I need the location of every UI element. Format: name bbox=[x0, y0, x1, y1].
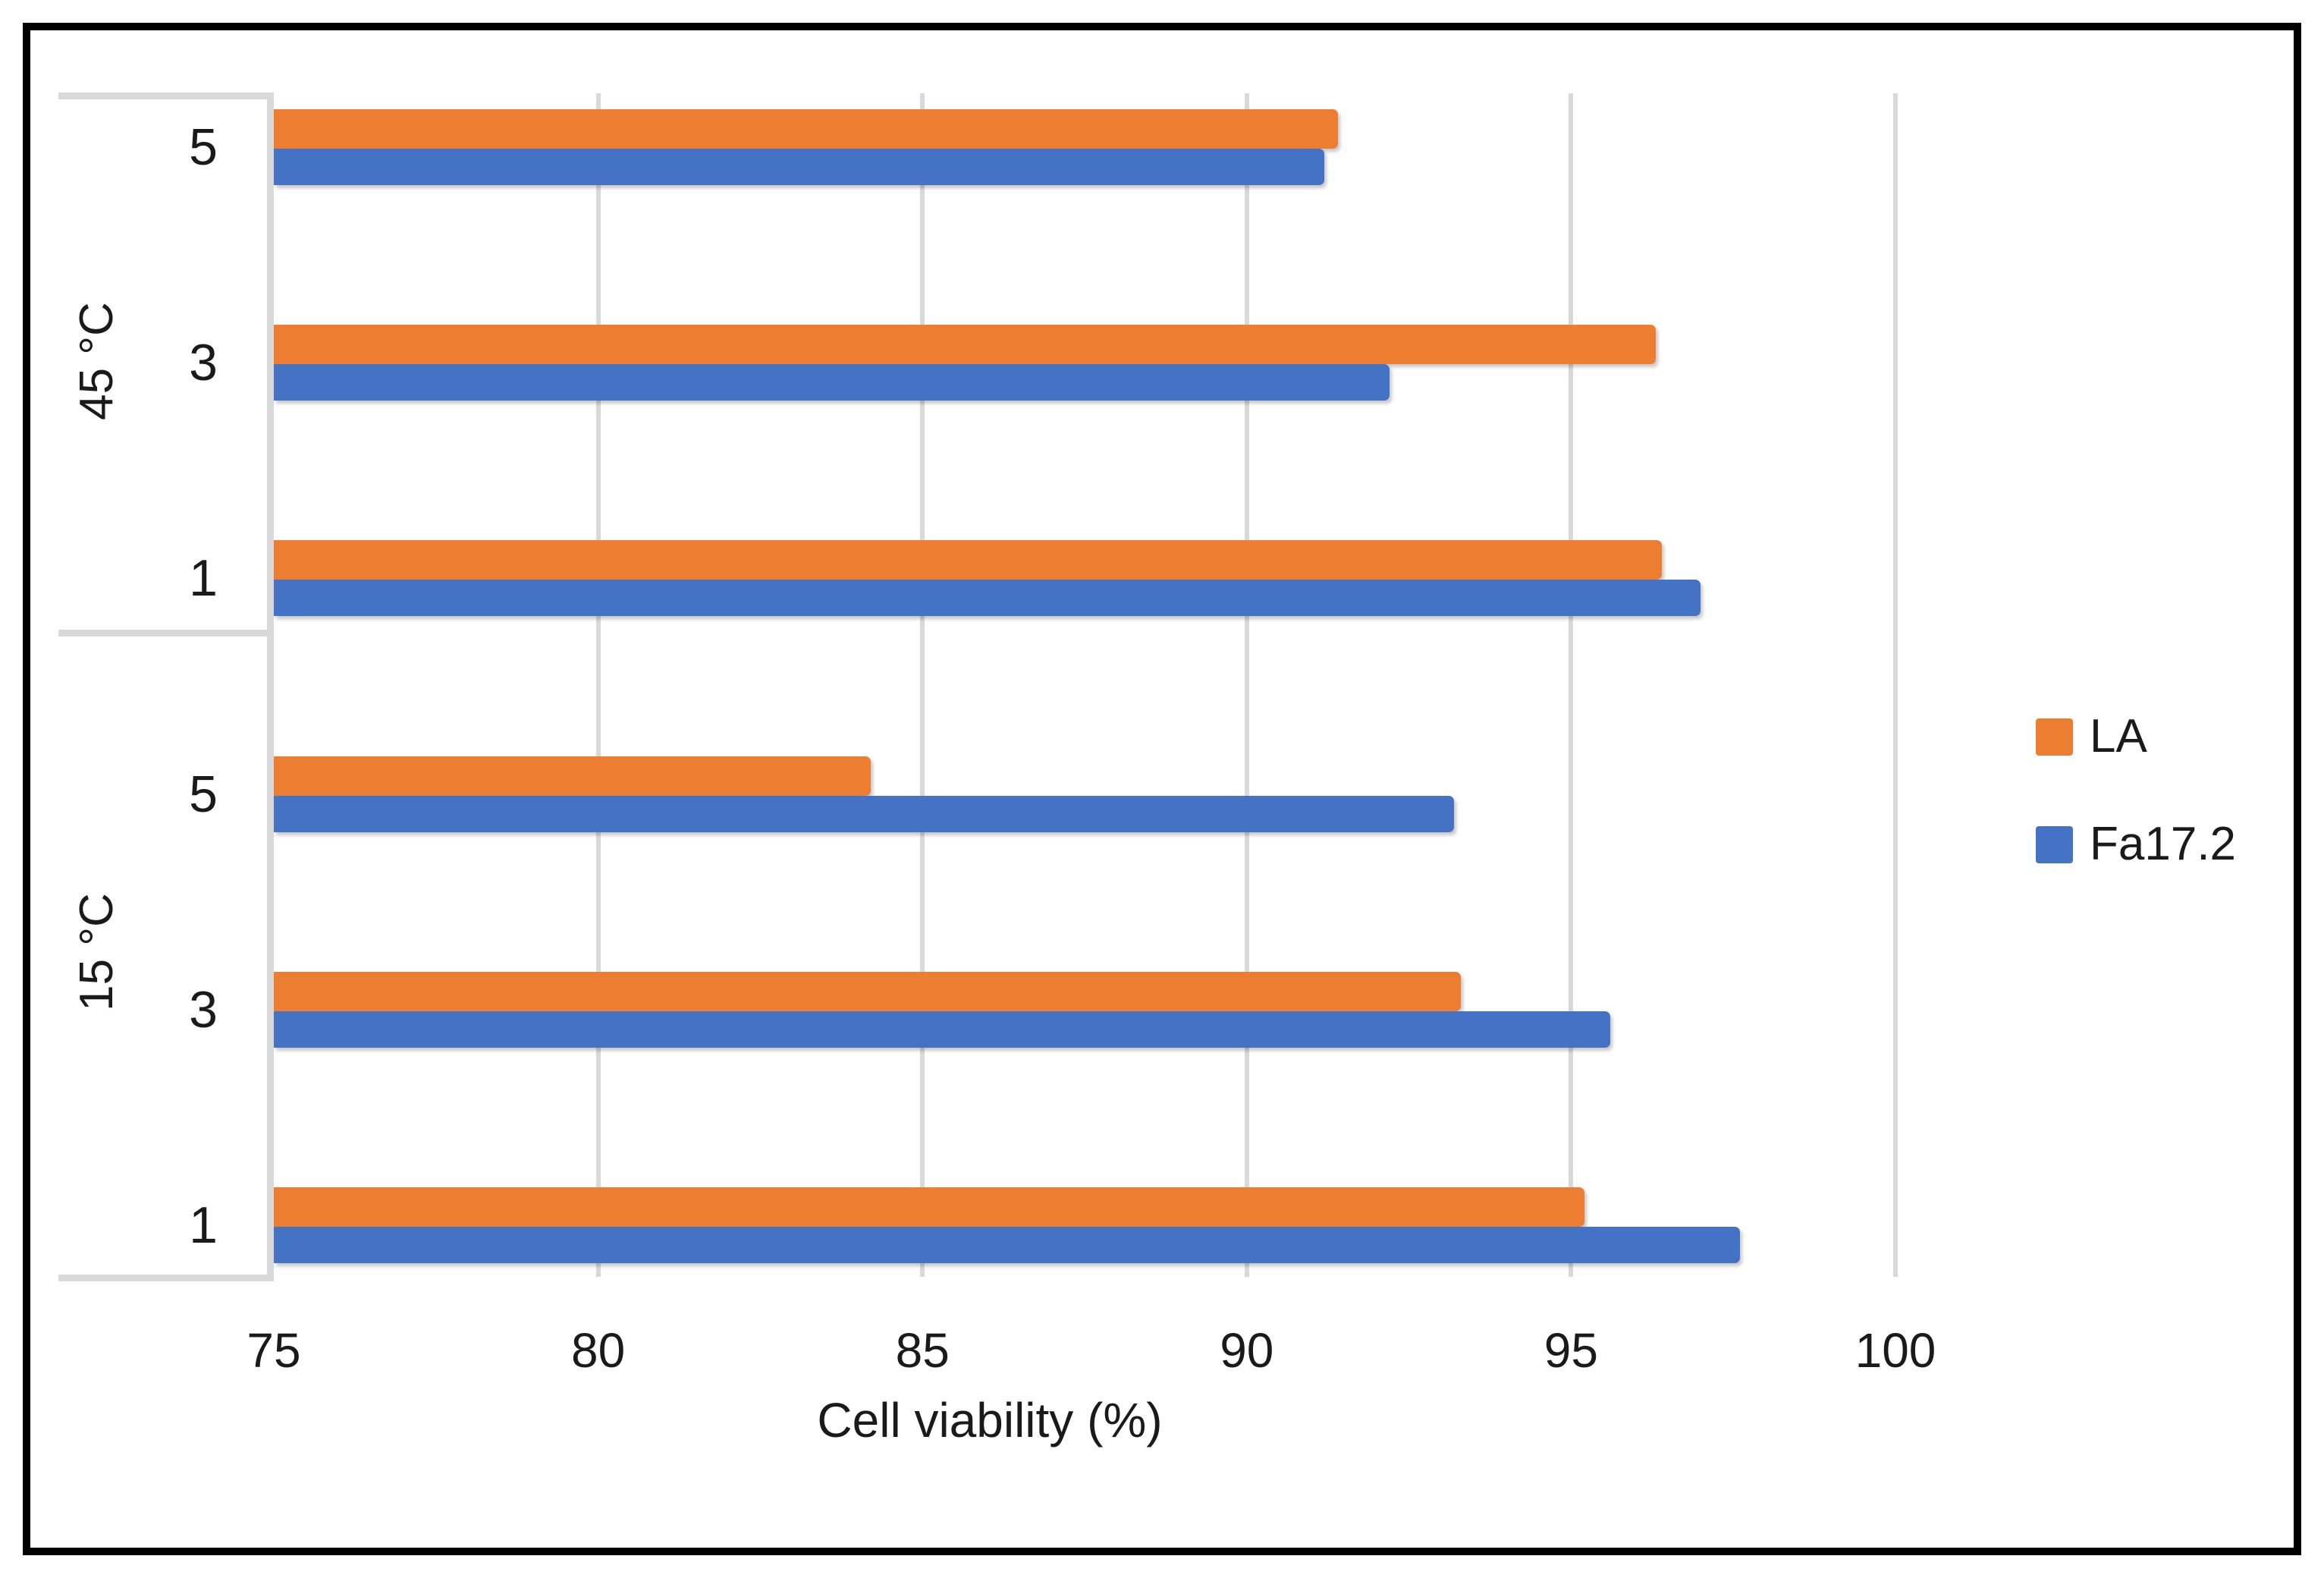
bar-la-45c-5 bbox=[274, 109, 1338, 149]
x-tick-label-90: 90 bbox=[1220, 1323, 1274, 1378]
category-axis-line bbox=[267, 93, 274, 1281]
legend-swatch-fa17-2-icon bbox=[2036, 825, 2073, 863]
bar-fa17.2-45c-1 bbox=[274, 580, 1701, 616]
legend-swatch-la-icon bbox=[2036, 718, 2073, 756]
category-axis-separator-2 bbox=[58, 1275, 274, 1281]
gridline-100 bbox=[1893, 93, 1898, 1277]
category-label-45c-1: 1 bbox=[189, 549, 218, 607]
gridline-95 bbox=[1569, 93, 1574, 1277]
gridline-90 bbox=[1244, 93, 1249, 1277]
legend-label-la: LA bbox=[2090, 710, 2147, 762]
group-label-45c: 45 °C bbox=[71, 302, 123, 420]
bar-fa17.2-15c-5 bbox=[274, 796, 1454, 832]
bar-fa17.2-15c-1 bbox=[274, 1227, 1740, 1263]
legend-item-la: LA bbox=[2036, 713, 2147, 760]
x-tick-label-95: 95 bbox=[1544, 1323, 1598, 1378]
category-label-15c-3: 3 bbox=[189, 981, 218, 1039]
category-label-45c-5: 5 bbox=[189, 118, 218, 176]
bar-fa17.2-45c-5 bbox=[274, 149, 1324, 185]
legend-item-fa17-2: Fa17.2 bbox=[2036, 821, 2236, 868]
x-tick-label-85: 85 bbox=[895, 1323, 950, 1378]
bar-la-15c-1 bbox=[274, 1187, 1584, 1227]
legend-label-fa17-2: Fa17.2 bbox=[2090, 818, 2237, 870]
category-axis-separator-1 bbox=[58, 630, 274, 637]
category-label-15c-5: 5 bbox=[189, 765, 218, 823]
bar-la-45c-3 bbox=[274, 325, 1656, 364]
x-axis-title: Cell viability (%) bbox=[817, 1393, 1163, 1448]
category-axis-separator-0 bbox=[58, 93, 274, 99]
bar-la-15c-3 bbox=[274, 972, 1461, 1011]
x-tick-label-80: 80 bbox=[571, 1323, 626, 1378]
gridline-85 bbox=[920, 93, 925, 1277]
bar-la-15c-5 bbox=[274, 756, 871, 796]
x-tick-label-75: 75 bbox=[247, 1323, 301, 1378]
gridline-80 bbox=[595, 93, 601, 1277]
x-tick-label-100: 100 bbox=[1854, 1323, 1936, 1378]
category-label-45c-3: 3 bbox=[189, 334, 218, 391]
bar-fa17.2-15c-3 bbox=[274, 1011, 1610, 1048]
bar-fa17.2-45c-3 bbox=[274, 364, 1390, 401]
bar-la-45c-1 bbox=[274, 540, 1662, 580]
category-label-15c-1: 1 bbox=[189, 1196, 218, 1254]
group-label-15c: 15 °C bbox=[71, 893, 123, 1011]
